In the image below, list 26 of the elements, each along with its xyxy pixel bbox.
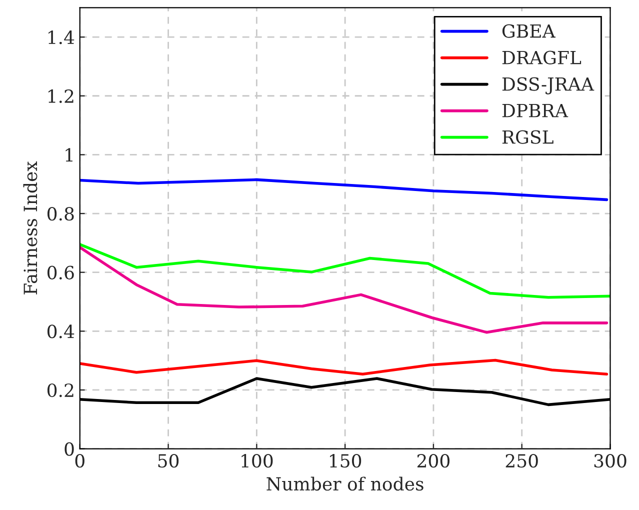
legend-label: DSS-JRAA (502, 77, 594, 94)
y-tick-label: 1.4 (48, 30, 74, 44)
x-tick-label: 50 (158, 454, 179, 468)
y-tick-label: 1 (66, 148, 72, 162)
y-tick-label: 0.2 (47, 383, 74, 398)
legend-label: DRAGFL (502, 50, 582, 64)
y-axis-title: Fairness Index (23, 161, 38, 294)
y-tick-label: 0.8 (47, 206, 74, 221)
legend-label: DPBRA (502, 104, 568, 118)
legend-label: RGSL (502, 130, 554, 144)
x-axis-title: Number of nodes (266, 476, 424, 491)
line-series (80, 178, 608, 202)
x-tick-label: 250 (506, 454, 538, 468)
line-series (80, 243, 610, 299)
x-tick-label: 300 (594, 454, 626, 468)
x-tick-label: 150 (330, 454, 362, 468)
legend-label: GBEA (502, 24, 556, 38)
x-tick-label: 100 (242, 454, 273, 468)
y-tick-label: 0.6 (47, 266, 74, 280)
x-tick-label: 0 (75, 454, 84, 468)
y-tick-label: 1.2 (48, 89, 74, 103)
line-series (80, 246, 608, 334)
x-tick-label: 200 (417, 454, 450, 468)
y-tick-label: 0.4 (47, 324, 74, 338)
y-tick-label: 0 (64, 442, 74, 456)
line-series (80, 358, 608, 376)
